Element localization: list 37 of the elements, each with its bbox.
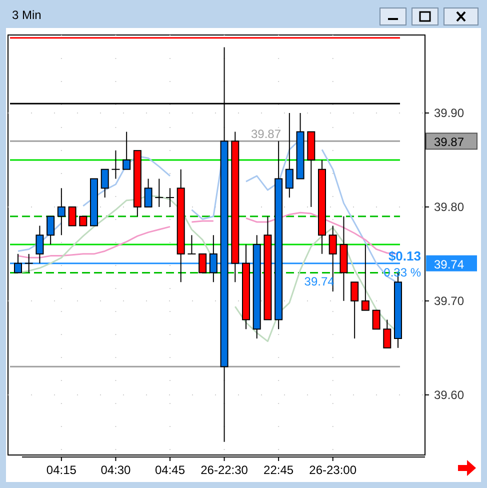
candlestick [122, 131, 131, 170]
annotation: $0.13 [388, 248, 421, 264]
annotation: 0.33 % [384, 265, 422, 280]
candlestick [36, 225, 44, 264]
candlestick [187, 234, 196, 254]
candlestick [372, 310, 380, 330]
candlestick [383, 319, 392, 348]
ref-line-label: 39.74 [434, 257, 464, 272]
candlestick [144, 178, 152, 208]
candlestick [166, 188, 174, 208]
candlestick [57, 188, 66, 236]
candlestick [285, 112, 294, 198]
candlestick [154, 178, 164, 208]
x-tick-label: 04:30 [100, 463, 132, 477]
annotation: 39.87 [251, 127, 282, 142]
candlestick [209, 234, 218, 283]
candlestick [79, 216, 88, 226]
candlestick [24, 253, 34, 274]
chart-title: 3 Min [12, 8, 42, 22]
candlestick [361, 244, 370, 311]
y-tick-label: 39.70 [434, 294, 464, 308]
x-tick-label: 26-23:00 [309, 463, 357, 477]
candlestick [100, 168, 109, 198]
x-tick-label: 26-22:30 [200, 463, 248, 477]
candlestick [350, 282, 359, 339]
candlestick [14, 253, 22, 274]
y-tick-label: 39.60 [434, 388, 464, 402]
candlestick [111, 150, 120, 180]
ref-line-label: 39.87 [434, 135, 464, 150]
y-tick-label: 39.90 [434, 106, 464, 120]
y-tick-label: 39.80 [434, 200, 464, 214]
x-tick-label: 22:45 [264, 463, 294, 477]
x-tick-label: 04:45 [154, 463, 186, 477]
candlestick [198, 253, 207, 274]
x-tick-label: 04:15 [46, 463, 77, 477]
candlestick [46, 216, 55, 246]
candlestick [68, 206, 76, 226]
